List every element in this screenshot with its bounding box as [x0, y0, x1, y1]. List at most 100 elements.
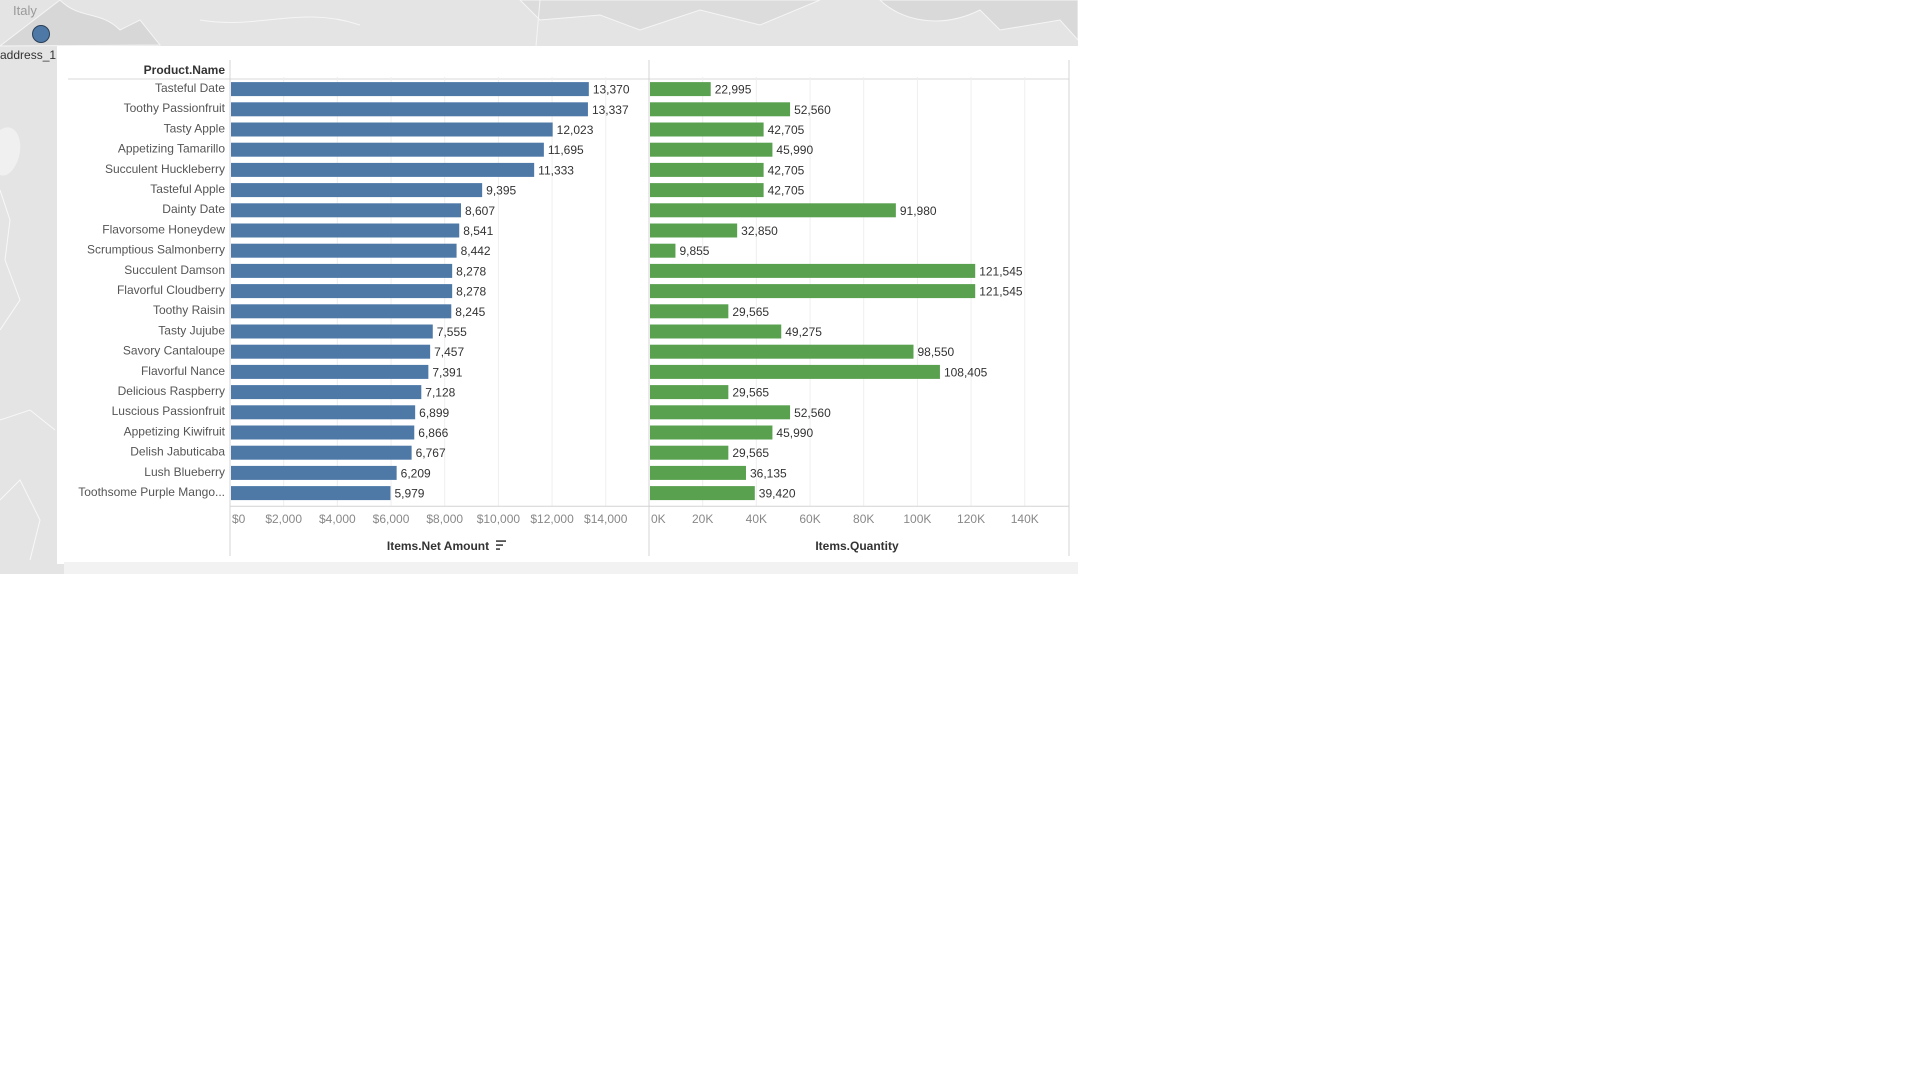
bar[interactable]	[231, 324, 433, 339]
map-place-label: Italy	[13, 3, 37, 18]
sort-icon-bar[interactable]	[496, 540, 506, 542]
row-label[interactable]: Flavorful Cloudberry	[117, 283, 225, 297]
row-label[interactable]: Succulent Damson	[124, 263, 225, 277]
bar-value-label: 52,560	[794, 103, 831, 117]
row-label[interactable]: Lush Blueberry	[144, 465, 225, 479]
bar-value-label: 6,866	[418, 426, 448, 440]
row-label[interactable]: Flavorsome Honeydew	[102, 222, 225, 236]
bar[interactable]	[650, 304, 729, 319]
x-tick-label: 80K	[853, 512, 874, 526]
bar[interactable]	[650, 203, 896, 218]
bar[interactable]	[231, 102, 588, 117]
bar[interactable]	[650, 425, 773, 440]
row-header-label: Product.Name	[144, 63, 226, 77]
row-label[interactable]: Appetizing Tamarillo	[118, 142, 225, 156]
row-label[interactable]: Toothsome Purple Mango...	[78, 485, 225, 499]
x-tick-label: 120K	[957, 512, 985, 526]
bar[interactable]	[650, 82, 711, 97]
bar[interactable]	[231, 203, 462, 218]
x-tick-label: $6,000	[373, 512, 410, 526]
bar[interactable]	[650, 102, 791, 117]
bar[interactable]	[231, 344, 431, 359]
bar[interactable]	[650, 465, 746, 480]
row-label[interactable]: Luscious Passionfruit	[112, 404, 226, 418]
row-label[interactable]: Tasteful Apple	[150, 182, 225, 196]
bar-value-label: 22,995	[715, 83, 752, 97]
bar[interactable]	[650, 284, 976, 299]
bar[interactable]	[650, 405, 791, 420]
bar[interactable]	[231, 183, 483, 198]
row-label[interactable]: Appetizing Kiwifruit	[124, 424, 226, 438]
bar-value-label: 8,278	[456, 264, 486, 278]
bar-value-label: 9,395	[486, 184, 516, 198]
x-axis-title[interactable]: Items.Net Amount	[387, 539, 489, 553]
bar[interactable]	[231, 82, 589, 97]
x-tick-label: 100K	[903, 512, 931, 526]
bar-value-label: 11,695	[548, 143, 584, 157]
bar[interactable]	[231, 364, 429, 379]
bar[interactable]	[650, 142, 773, 157]
sort-icon-bar[interactable]	[496, 548, 500, 550]
bar[interactable]	[650, 183, 764, 198]
bar[interactable]	[650, 486, 755, 501]
bar[interactable]	[650, 122, 764, 137]
bar[interactable]	[231, 223, 460, 238]
map-location-marker[interactable]	[32, 25, 50, 43]
row-label[interactable]: Tasty Apple	[164, 121, 226, 135]
row-label[interactable]: Flavorful Nance	[141, 364, 225, 378]
bar-value-label: 52,560	[794, 406, 831, 420]
bar-value-label: 91,980	[900, 204, 937, 218]
bar[interactable]	[231, 405, 416, 420]
row-label[interactable]: Succulent Huckleberry	[105, 162, 225, 176]
bar-value-label: 7,555	[437, 325, 467, 339]
sort-icon-bar[interactable]	[496, 544, 503, 546]
bar-value-label: 49,275	[785, 325, 822, 339]
bar[interactable]	[650, 263, 976, 278]
x-tick-label: $10,000	[477, 512, 521, 526]
bar[interactable]	[231, 425, 415, 440]
bar[interactable]	[231, 122, 553, 137]
row-label[interactable]: Toothy Passionfruit	[124, 101, 226, 115]
bar-value-label: 8,442	[461, 244, 491, 258]
bar[interactable]	[650, 162, 764, 177]
bar-value-label: 29,565	[732, 446, 769, 460]
bar[interactable]	[231, 162, 535, 177]
bar[interactable]	[650, 445, 729, 460]
bar-value-label: 7,457	[434, 345, 464, 359]
bar[interactable]	[231, 465, 397, 480]
bar-value-label: 42,705	[768, 163, 805, 177]
bar[interactable]	[650, 243, 676, 258]
x-tick-label: 40K	[746, 512, 767, 526]
map-marker-label: address_1	[0, 48, 57, 62]
bar[interactable]	[650, 385, 729, 400]
bar[interactable]	[650, 324, 782, 339]
bar-value-label: 7,391	[432, 365, 462, 379]
row-label[interactable]: Dainty Date	[162, 202, 225, 216]
bar-value-label: 6,767	[416, 446, 446, 460]
bar-value-label: 8,607	[465, 204, 495, 218]
row-label[interactable]: Toothy Raisin	[153, 303, 225, 317]
bar[interactable]	[231, 385, 422, 400]
bar[interactable]	[231, 304, 452, 319]
bar[interactable]	[231, 243, 457, 258]
row-label[interactable]: Tasteful Date	[155, 81, 225, 95]
bar-value-label: 36,135	[750, 466, 787, 480]
row-label[interactable]: Savory Cantaloupe	[123, 344, 225, 358]
bar[interactable]	[231, 445, 412, 460]
bar-chart[interactable]: Product.Name Tasteful Date Toothy Passionf…	[57, 46, 1078, 564]
bar[interactable]	[231, 486, 391, 501]
bar[interactable]	[231, 142, 544, 157]
bar[interactable]	[650, 364, 940, 379]
x-tick-label: $0	[232, 512, 246, 526]
bar[interactable]	[650, 223, 738, 238]
row-label[interactable]: Delicious Raspberry	[118, 384, 225, 398]
row-label[interactable]: Delish Jabuticaba	[130, 445, 225, 459]
row-label[interactable]: Scrumptious Salmonberry	[87, 243, 225, 257]
x-tick-label: 60K	[799, 512, 820, 526]
bar[interactable]	[231, 284, 453, 299]
bar-value-label: 12,023	[557, 123, 594, 137]
bar[interactable]	[231, 263, 453, 278]
bar[interactable]	[650, 344, 914, 359]
x-axis-title[interactable]: Items.Quantity	[815, 539, 899, 553]
row-label[interactable]: Tasty Jujube	[158, 323, 225, 337]
